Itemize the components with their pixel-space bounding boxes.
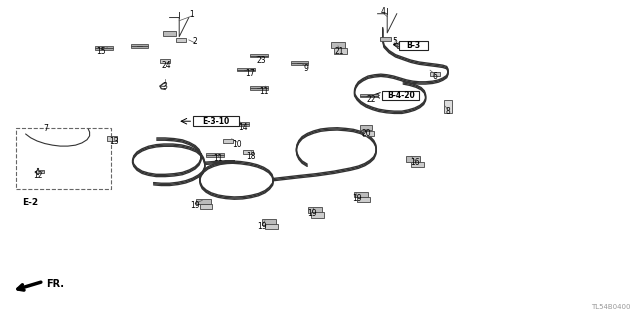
Text: 3: 3: [163, 82, 168, 91]
Text: B-3: B-3: [406, 41, 420, 50]
Bar: [399, 41, 428, 50]
Bar: [250, 56, 268, 57]
Bar: [206, 153, 224, 155]
Bar: [107, 136, 117, 141]
Text: 19: 19: [307, 209, 317, 218]
Text: 11: 11: [213, 154, 222, 163]
Bar: [291, 61, 308, 63]
Text: 16: 16: [410, 158, 420, 167]
Text: 23: 23: [256, 56, 266, 65]
Bar: [397, 46, 415, 48]
Bar: [331, 42, 345, 48]
Bar: [231, 124, 249, 126]
Text: 2: 2: [193, 37, 198, 46]
Text: 5: 5: [392, 37, 397, 46]
Bar: [360, 125, 372, 130]
Bar: [262, 219, 276, 225]
Bar: [176, 38, 186, 42]
Bar: [382, 91, 419, 100]
Text: 19: 19: [257, 222, 268, 231]
Text: TL54B0400: TL54B0400: [591, 304, 630, 310]
Bar: [160, 59, 170, 63]
Text: E-3-10: E-3-10: [203, 117, 230, 126]
Bar: [334, 48, 347, 54]
Bar: [237, 70, 255, 71]
Bar: [16, 128, 111, 189]
Text: 22: 22: [367, 95, 376, 104]
Text: 19: 19: [352, 194, 362, 203]
Text: 7: 7: [44, 124, 49, 133]
Text: 21: 21: [335, 47, 344, 56]
Text: 4: 4: [380, 7, 385, 16]
Bar: [243, 150, 253, 154]
Text: 1: 1: [189, 10, 195, 19]
Bar: [291, 63, 308, 65]
Bar: [196, 199, 211, 204]
Text: 20: 20: [361, 130, 371, 138]
Bar: [163, 31, 176, 36]
Bar: [397, 44, 415, 46]
Text: 10: 10: [232, 140, 242, 149]
Bar: [231, 122, 249, 124]
Text: B-4-20: B-4-20: [387, 91, 415, 100]
Bar: [193, 116, 239, 126]
Text: 15: 15: [96, 47, 106, 56]
Text: 8: 8: [445, 107, 451, 116]
Bar: [95, 46, 113, 48]
Text: 24: 24: [161, 61, 172, 70]
Bar: [411, 162, 424, 167]
Text: 14: 14: [238, 123, 248, 132]
Bar: [200, 204, 212, 209]
Bar: [223, 139, 233, 143]
Bar: [250, 88, 268, 90]
Bar: [311, 212, 324, 218]
Bar: [265, 224, 278, 229]
Text: 19: 19: [190, 201, 200, 210]
Text: 11: 11: [259, 87, 268, 96]
Text: 12: 12: [34, 171, 43, 180]
Text: 17: 17: [244, 69, 255, 78]
Bar: [131, 46, 148, 48]
Bar: [406, 156, 420, 162]
Text: 6: 6: [433, 72, 438, 81]
Bar: [131, 44, 148, 46]
Bar: [363, 131, 374, 136]
Text: E-2: E-2: [22, 198, 38, 207]
Bar: [430, 72, 440, 76]
Bar: [380, 36, 391, 41]
Bar: [444, 100, 452, 113]
Text: 9: 9: [303, 64, 308, 73]
Bar: [308, 207, 322, 213]
Bar: [36, 170, 45, 174]
Text: FR.: FR.: [46, 279, 64, 289]
Bar: [237, 68, 255, 70]
Bar: [95, 48, 113, 50]
Text: 18: 18: [246, 152, 255, 161]
Text: 13: 13: [109, 137, 119, 146]
Bar: [206, 155, 224, 157]
Bar: [354, 192, 368, 197]
Bar: [357, 197, 370, 202]
Bar: [250, 86, 268, 88]
Bar: [360, 96, 378, 98]
Bar: [360, 94, 378, 96]
Bar: [250, 54, 268, 56]
